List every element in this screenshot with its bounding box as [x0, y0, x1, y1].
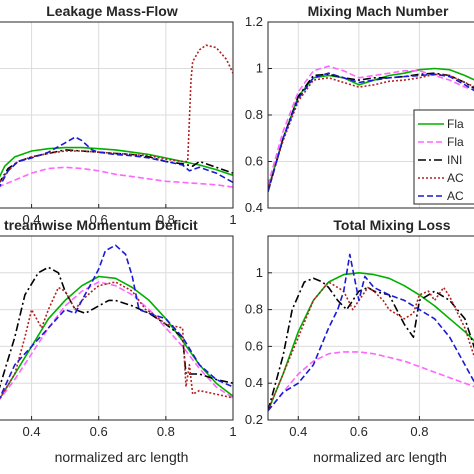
legend-entry: AC	[447, 189, 464, 203]
legend-entry: Fla	[447, 135, 464, 149]
panel-title: Mixing Mach Number	[308, 3, 449, 19]
x-tick-label: 0.8	[157, 212, 175, 227]
chart-panel-3: 0.4 0.6 0.8 1 treamwise Momentum Deficit norm…	[0, 217, 237, 465]
series-line-4	[268, 281, 474, 412]
series-line-5	[268, 72, 474, 192]
y-tick-label: 0.8	[245, 302, 263, 317]
x-tick-label: 0.6	[90, 424, 108, 439]
series-line-3	[268, 277, 474, 412]
x-tick-label: 1	[229, 424, 236, 439]
x-tick-label: 0.6	[350, 424, 368, 439]
chart-panel-2: 0.4 0.6 0.8 1 1.2 Mixing Mach Number Fla Fla INI…	[245, 3, 474, 215]
x-tick-label: 0.8	[410, 424, 428, 439]
plot-area	[268, 236, 474, 420]
legend-entry: AC	[447, 171, 464, 185]
series-line-4	[0, 281, 233, 400]
series-line-1	[268, 272, 474, 412]
series-line-1	[0, 146, 233, 178]
y-tick-label: 1	[256, 61, 263, 76]
y-tick-label: 0.4	[245, 200, 263, 215]
series-line-2	[0, 166, 233, 188]
axes-frame	[0, 21, 234, 209]
legend-entry: Fla	[447, 117, 464, 131]
panel-title: Total Mixing Loss	[333, 217, 450, 233]
x-tick-label: 0.4	[23, 424, 41, 439]
legend-entry: INI	[447, 153, 462, 167]
y-tick-label: 0.6	[245, 338, 263, 353]
axes-frame	[0, 235, 234, 421]
x-tick-label: 0.8	[157, 424, 175, 439]
y-tick-label: 0.2	[245, 412, 263, 427]
x-tick-label: 0.4	[23, 212, 41, 227]
x-axis-label: normalized arc length	[313, 449, 447, 465]
y-tick-label: 0.4	[245, 375, 263, 390]
legend: Fla Fla INI AC AC	[413, 109, 474, 205]
series-line-5	[0, 244, 233, 400]
panel-title: treamwise Momentum Deficit	[4, 217, 198, 233]
plot-area	[0, 236, 233, 420]
y-tick-label: 0.8	[245, 107, 263, 122]
axes-frame	[267, 235, 474, 421]
series-line-2	[268, 351, 474, 412]
series-line-2	[0, 281, 233, 401]
x-tick-label: 0.4	[289, 424, 307, 439]
y-tick-label: 1	[256, 265, 263, 280]
panel-title: Leakage Mass-Flow	[46, 3, 178, 19]
x-axis-label: normalized arc length	[55, 449, 189, 465]
legend-box	[413, 109, 474, 205]
x-tick-label: 0.6	[90, 212, 108, 227]
series-line-5	[0, 136, 233, 188]
y-tick-label: 1.2	[245, 14, 263, 29]
y-tick-label: 0.6	[245, 154, 263, 169]
x-tick-label: 1	[229, 212, 236, 227]
